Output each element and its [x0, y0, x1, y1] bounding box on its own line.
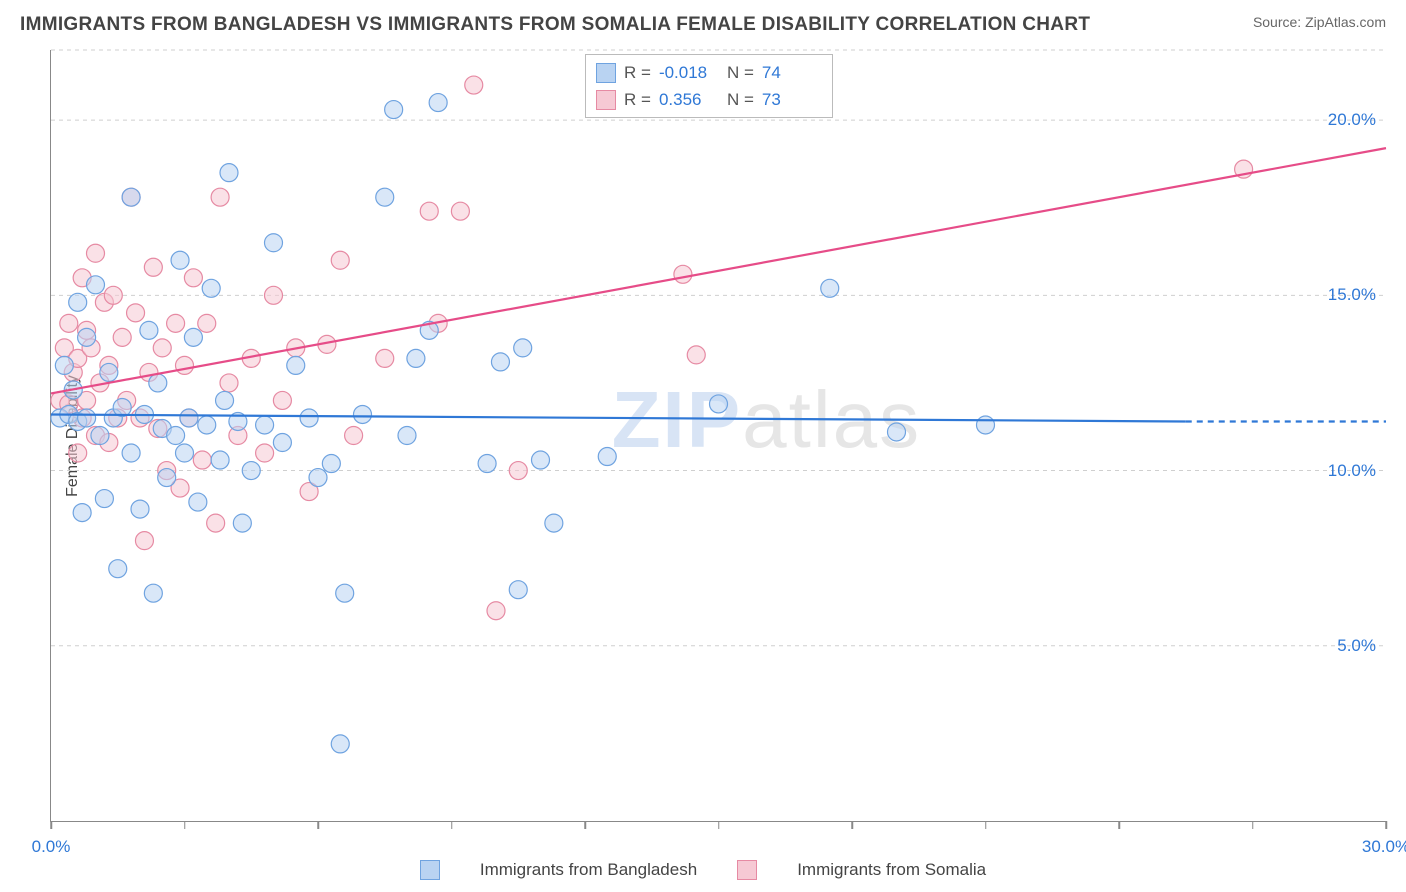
x-tick	[451, 821, 453, 829]
x-tick-label: 0.0%	[32, 837, 71, 857]
legend-label-b: Immigrants from Somalia	[797, 860, 986, 880]
legend-swatch-a-icon	[420, 860, 440, 880]
legend-label-a: Immigrants from Bangladesh	[480, 860, 697, 880]
x-tick	[1385, 821, 1387, 829]
y-tick-label: 10.0%	[1328, 461, 1376, 481]
x-tick	[851, 821, 853, 829]
y-tick-label: 20.0%	[1328, 110, 1376, 130]
stats-legend-box: R = -0.018 N = 74 R = 0.356 N = 73	[585, 54, 833, 118]
r-value-b: 0.356	[659, 86, 719, 113]
chart-title: IMMIGRANTS FROM BANGLADESH VS IMMIGRANTS…	[20, 14, 1090, 36]
x-tick	[184, 821, 186, 829]
x-tick	[985, 821, 987, 829]
legend-swatch-b-icon	[737, 860, 757, 880]
swatch-b-icon	[596, 90, 616, 110]
y-tick-label: 5.0%	[1337, 636, 1376, 656]
stat-row-b: R = 0.356 N = 73	[596, 86, 822, 113]
scatter-svg	[51, 50, 1386, 821]
y-tick-label: 15.0%	[1328, 285, 1376, 305]
source-label: Source: ZipAtlas.com	[1253, 14, 1386, 30]
x-tick-label: 30.0%	[1362, 837, 1406, 857]
n-value-a: 74	[762, 59, 822, 86]
r-value-a: -0.018	[659, 59, 719, 86]
x-tick	[718, 821, 720, 829]
x-tick	[584, 821, 586, 829]
bottom-legend: Immigrants from Bangladesh Immigrants fr…	[0, 860, 1406, 880]
x-tick	[1118, 821, 1120, 829]
x-tick	[1252, 821, 1254, 829]
plot-area: ZIPatlas R = -0.018 N = 74 R = 0.356 N =…	[50, 50, 1386, 822]
plot-container: Female Disability ZIPatlas R = -0.018 N …	[50, 50, 1386, 822]
stat-row-a: R = -0.018 N = 74	[596, 59, 822, 86]
x-tick	[50, 821, 52, 829]
x-tick	[317, 821, 319, 829]
n-value-b: 73	[762, 86, 822, 113]
swatch-a-icon	[596, 63, 616, 83]
